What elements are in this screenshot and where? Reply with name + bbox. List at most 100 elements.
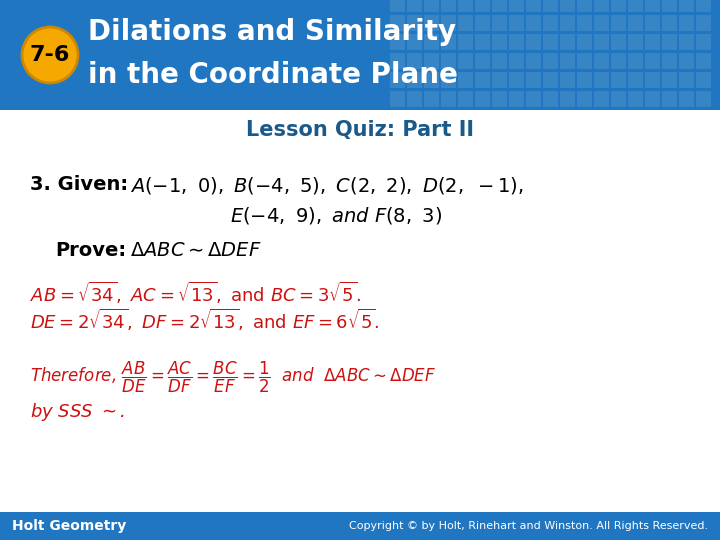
Bar: [424, 34, 439, 50]
Bar: [441, 34, 456, 50]
Bar: [611, 34, 626, 50]
Bar: [543, 91, 558, 107]
Bar: [662, 15, 677, 31]
Bar: [458, 34, 473, 50]
Bar: [611, 53, 626, 69]
Bar: [645, 34, 660, 50]
Bar: [560, 34, 575, 50]
Bar: [526, 15, 541, 31]
Text: $E(-4,\ 9),$ and $F(8,\ 3)$: $E(-4,\ 9),$ and $F(8,\ 3)$: [230, 205, 442, 226]
Bar: [424, 72, 439, 88]
Text: 7-6: 7-6: [30, 45, 70, 65]
Bar: [407, 0, 422, 12]
Bar: [594, 91, 609, 107]
Bar: [543, 34, 558, 50]
Bar: [696, 72, 711, 88]
Bar: [662, 0, 677, 12]
Bar: [662, 72, 677, 88]
Text: $A(-1,\ 0),\ B(-4,\ 5),\ C(2,\ 2),\ D(2,\ -1),$: $A(-1,\ 0),\ B(-4,\ 5),\ C(2,\ 2),\ D(2,…: [130, 174, 523, 195]
Bar: [594, 72, 609, 88]
Bar: [594, 0, 609, 12]
Bar: [441, 53, 456, 69]
Bar: [679, 34, 694, 50]
Bar: [679, 91, 694, 107]
Bar: [679, 53, 694, 69]
Bar: [577, 91, 592, 107]
Bar: [594, 15, 609, 31]
Bar: [441, 91, 456, 107]
Bar: [543, 15, 558, 31]
Bar: [560, 72, 575, 88]
Bar: [492, 34, 507, 50]
Bar: [390, 15, 405, 31]
Text: $AB = \sqrt{34},\ AC = \sqrt{13},\ \mathrm{and}\ BC = 3\sqrt{5}.$: $AB = \sqrt{34},\ AC = \sqrt{13},\ \math…: [30, 280, 361, 306]
Text: Therefore, $\dfrac{AB}{DE} = \dfrac{AC}{DF} = \dfrac{BC}{EF} = \dfrac{1}{2}$  an: Therefore, $\dfrac{AB}{DE} = \dfrac{AC}{…: [30, 360, 436, 395]
Bar: [509, 15, 524, 31]
Bar: [424, 15, 439, 31]
Bar: [492, 15, 507, 31]
Bar: [696, 91, 711, 107]
Bar: [390, 0, 405, 12]
Bar: [509, 34, 524, 50]
Bar: [0, 0, 720, 110]
Bar: [628, 72, 643, 88]
Bar: [492, 53, 507, 69]
Bar: [475, 34, 490, 50]
Bar: [628, 0, 643, 12]
Bar: [407, 53, 422, 69]
Bar: [696, 15, 711, 31]
Bar: [458, 72, 473, 88]
Bar: [679, 15, 694, 31]
Bar: [441, 0, 456, 12]
Bar: [628, 15, 643, 31]
Bar: [628, 53, 643, 69]
Bar: [526, 53, 541, 69]
Bar: [662, 91, 677, 107]
Bar: [628, 34, 643, 50]
Bar: [458, 91, 473, 107]
Bar: [390, 72, 405, 88]
Bar: [577, 0, 592, 12]
Bar: [577, 53, 592, 69]
Bar: [611, 72, 626, 88]
Bar: [594, 53, 609, 69]
Bar: [560, 91, 575, 107]
Bar: [696, 34, 711, 50]
Bar: [526, 34, 541, 50]
Bar: [611, 91, 626, 107]
Bar: [475, 15, 490, 31]
Text: 3. Given:: 3. Given:: [30, 176, 128, 194]
Bar: [492, 0, 507, 12]
Bar: [611, 0, 626, 12]
Bar: [509, 0, 524, 12]
Bar: [560, 15, 575, 31]
Bar: [458, 15, 473, 31]
Bar: [526, 0, 541, 12]
Bar: [407, 34, 422, 50]
Bar: [645, 53, 660, 69]
Bar: [458, 0, 473, 12]
Bar: [577, 34, 592, 50]
Bar: [509, 72, 524, 88]
Text: Lesson Quiz: Part II: Lesson Quiz: Part II: [246, 120, 474, 140]
Text: Dilations and Similarity: Dilations and Similarity: [88, 18, 456, 46]
Bar: [594, 34, 609, 50]
Bar: [390, 91, 405, 107]
Bar: [645, 91, 660, 107]
Bar: [475, 91, 490, 107]
Bar: [628, 91, 643, 107]
Bar: [441, 72, 456, 88]
Bar: [424, 91, 439, 107]
Bar: [441, 15, 456, 31]
Bar: [679, 72, 694, 88]
Bar: [390, 34, 405, 50]
Bar: [662, 34, 677, 50]
Bar: [696, 53, 711, 69]
Bar: [611, 15, 626, 31]
Bar: [543, 72, 558, 88]
Bar: [407, 72, 422, 88]
Bar: [560, 0, 575, 12]
Bar: [696, 0, 711, 12]
Bar: [407, 91, 422, 107]
Bar: [543, 0, 558, 12]
